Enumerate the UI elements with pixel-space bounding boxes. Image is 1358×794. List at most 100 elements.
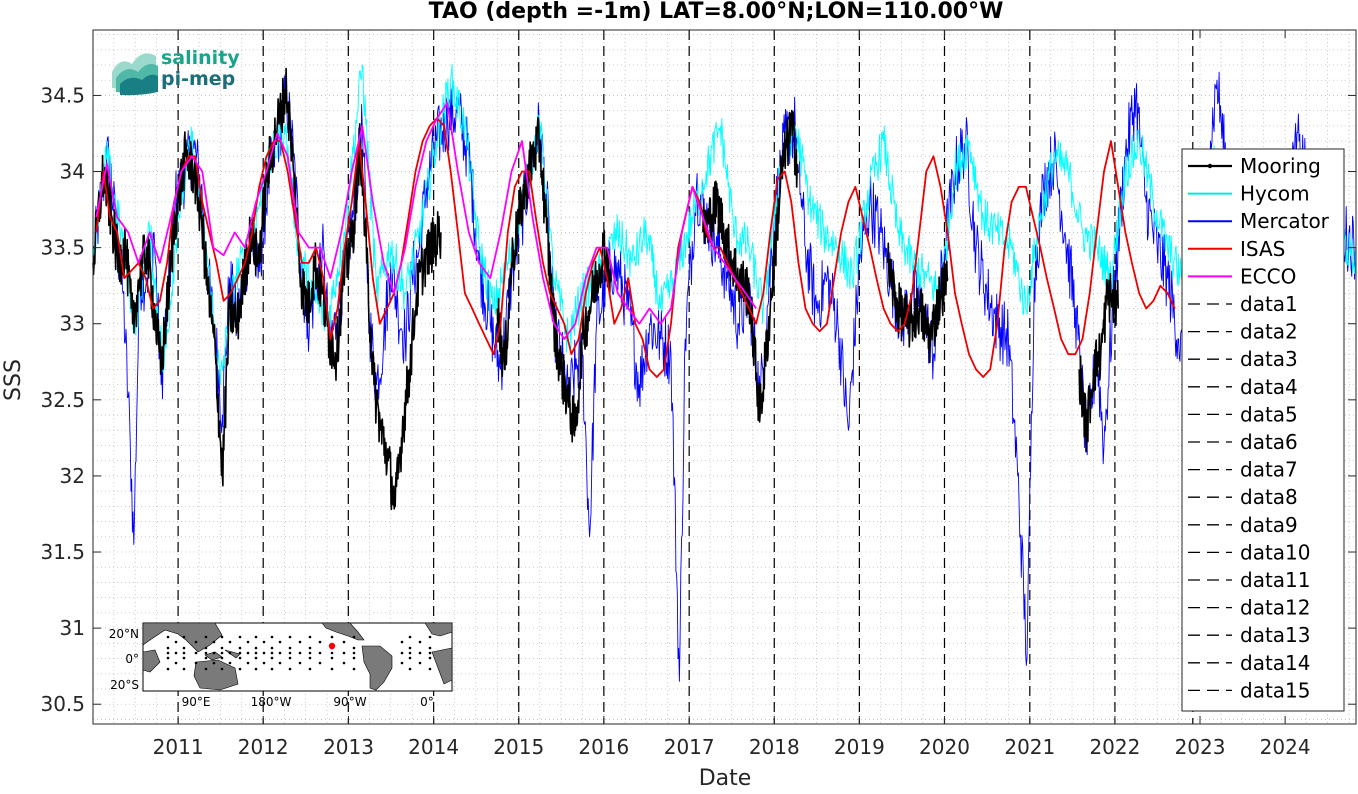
inset-map-mooring-dot [166,651,170,655]
inset-map-mooring-dot [308,667,312,671]
inset-map-mooring-dot [220,646,224,650]
y-tick-label: 31 [60,616,85,640]
inset-map-mooring-dot [400,651,404,655]
series-line-mercator [92,71,1357,682]
inset-map-mooring-dot [408,667,412,671]
inset-map-mooring-dot [428,651,432,655]
inset-map-mooring-dot [246,661,250,665]
inset-map-mooring-dot [400,661,404,665]
x-tick-label: 2020 [919,735,970,759]
legend-item-data2: data2 [1188,320,1298,344]
inset-map-mooring-dot [330,667,334,671]
inset-map-mooring-dot [352,646,356,650]
legend-label-isas: ISAS [1240,237,1285,261]
series-line-mooring [496,116,612,443]
inset-map-mooring-dot [288,656,292,660]
inset-map-mooring-dot [418,651,422,655]
x-tick-label: 2011 [153,735,204,759]
inset-map-mooring-dot [288,646,292,650]
legend-item-data10: data10 [1188,540,1311,564]
inset-map-mooring-dot [298,651,302,655]
inset-map-mooring-dot [204,667,208,671]
inset-map: 20°N 0° 20°S 90°E 180°W 90°W 0° [109,622,453,709]
inset-map-mooring-dot [220,635,224,639]
x-tick-label: 2017 [664,735,715,759]
logo-line1: salinity [161,47,240,69]
legend-label-data6: data6 [1240,430,1298,454]
inset-map-mooring-dot [212,661,216,665]
inset-map-mooring-dot [262,640,266,644]
inset-map-mooring-dot [428,667,432,671]
inset-map-mooring-dot [308,635,312,639]
inset-map-mooring-dot [220,656,224,660]
inset-map-mooring-dot [298,640,302,644]
inset-map-mooring-dot [352,667,356,671]
inset-map-xlabel-90e: 90°E [182,695,211,709]
inset-map-mooring-dot [212,651,216,655]
inset-map-mooring-dot [418,661,422,665]
x-axis: 2011 2012 2013 2014 2015 2016 2017 2018 2019 2020… [153,30,1311,759]
y-tick-label: 33 [60,312,85,336]
legend-label-data1: data1 [1240,292,1298,316]
legend-label-data11: data11 [1240,568,1311,592]
x-tick-label: 2015 [493,735,544,759]
inset-map-mooring-dot [428,656,432,660]
inset-map-mooring-dot [194,640,198,644]
y-tick-label: 32 [60,464,85,488]
legend-box [1181,148,1345,712]
legend-item-ecco: ECCO [1188,264,1296,288]
legend-item-data13: data13 [1188,623,1311,647]
inset-map-mooring-dot [400,640,404,644]
legend-label-data14: data14 [1240,651,1311,675]
inset-map-mooring-dot [166,667,170,671]
legend-label-data3: data3 [1240,347,1298,371]
legend-label-data9: data9 [1240,513,1298,537]
inset-map-mooring-dot [288,651,292,655]
legend-label-data4: data4 [1240,375,1298,399]
minor-grid [93,30,1356,724]
inset-map-mooring-dot [174,640,178,644]
inset-map-mooring-dot [288,667,292,671]
inset-map-mooring-dot [352,635,356,639]
legend-item-data8: data8 [1188,485,1298,509]
inset-map-mooring-dot [330,635,334,639]
inset-map-mooring-dot [166,656,170,660]
y-tick-label: 32.5 [40,388,85,412]
inset-map-mooring-dot [212,640,216,644]
inset-map-mooring-dot [194,651,198,655]
inset-map-mooring-dot [408,656,412,660]
legend-item-data12: data12 [1188,596,1311,620]
legend-item-data9: data9 [1188,513,1298,537]
legend-item-data1: data1 [1188,292,1298,316]
inset-map-mooring-dot [228,651,232,655]
x-tick-label: 2018 [749,735,800,759]
inset-map-mooring-dot [342,651,346,655]
inset-map-mooring-dot [182,667,186,671]
legend-item-mercator: Mercator [1188,209,1330,233]
inset-map-location-marker [328,642,336,650]
inset-map-ylabel-20n: 20°N [109,627,139,641]
series-line-mooring [92,67,442,511]
inset-map-mooring-dot [270,635,274,639]
legend-item-data15: data15 [1188,678,1311,702]
legend: Mooring Hycom Mercator ISAS ECCO data1 data2 da… [1181,148,1345,712]
inset-map-mooring-dot [342,640,346,644]
legend-item-data5: data5 [1188,402,1298,426]
series-lines [92,63,1357,682]
x-tick-label: 2022 [1089,735,1140,759]
series-line-ecco [95,102,757,340]
inset-map-mooring-dot [246,640,250,644]
inset-map-xlabel-180w: 180°W [251,695,292,709]
inset-map-mooring-dot [318,640,322,644]
inset-map-mooring-dot [308,656,312,660]
inset-map-mooring-dot [278,651,282,655]
inset-map-mooring-dot [330,656,334,660]
x-tick-label: 2014 [408,735,459,759]
chart-title: TAO (depth =-1m) LAT=8.00°N;LON=110.00°W [429,0,1004,24]
y-tick-label: 33.5 [40,236,85,260]
legend-item-isas: ISAS [1188,237,1285,261]
inset-map-mooring-dot [166,635,170,639]
x-tick-label: 2013 [323,735,374,759]
